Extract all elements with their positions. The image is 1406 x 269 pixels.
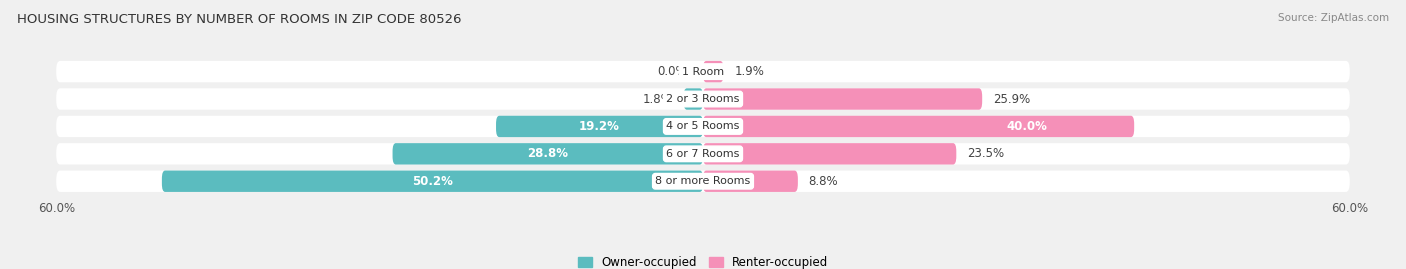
FancyBboxPatch shape	[683, 88, 703, 110]
Text: 4 or 5 Rooms: 4 or 5 Rooms	[666, 121, 740, 132]
Text: HOUSING STRUCTURES BY NUMBER OF ROOMS IN ZIP CODE 80526: HOUSING STRUCTURES BY NUMBER OF ROOMS IN…	[17, 13, 461, 26]
FancyBboxPatch shape	[496, 116, 703, 137]
Text: 1.9%: 1.9%	[734, 65, 763, 78]
FancyBboxPatch shape	[56, 88, 1350, 110]
Text: 28.8%: 28.8%	[527, 147, 568, 160]
FancyBboxPatch shape	[703, 171, 797, 192]
Text: 50.2%: 50.2%	[412, 175, 453, 188]
Text: 23.5%: 23.5%	[967, 147, 1004, 160]
Text: 0.0%: 0.0%	[657, 65, 688, 78]
FancyBboxPatch shape	[392, 143, 703, 165]
FancyBboxPatch shape	[703, 61, 724, 82]
Legend: Owner-occupied, Renter-occupied: Owner-occupied, Renter-occupied	[578, 256, 828, 269]
Text: 19.2%: 19.2%	[579, 120, 620, 133]
FancyBboxPatch shape	[56, 116, 1350, 137]
FancyBboxPatch shape	[56, 171, 1350, 192]
Text: Source: ZipAtlas.com: Source: ZipAtlas.com	[1278, 13, 1389, 23]
FancyBboxPatch shape	[703, 143, 956, 165]
Text: 40.0%: 40.0%	[1005, 120, 1047, 133]
FancyBboxPatch shape	[703, 116, 1135, 137]
FancyBboxPatch shape	[162, 171, 703, 192]
Text: 1 Room: 1 Room	[682, 67, 724, 77]
FancyBboxPatch shape	[703, 88, 983, 110]
Text: 8.8%: 8.8%	[808, 175, 838, 188]
Text: 25.9%: 25.9%	[993, 93, 1031, 105]
FancyBboxPatch shape	[56, 143, 1350, 165]
FancyBboxPatch shape	[56, 61, 1350, 82]
Text: 8 or more Rooms: 8 or more Rooms	[655, 176, 751, 186]
Text: 2 or 3 Rooms: 2 or 3 Rooms	[666, 94, 740, 104]
Text: 1.8%: 1.8%	[643, 93, 673, 105]
Text: 6 or 7 Rooms: 6 or 7 Rooms	[666, 149, 740, 159]
